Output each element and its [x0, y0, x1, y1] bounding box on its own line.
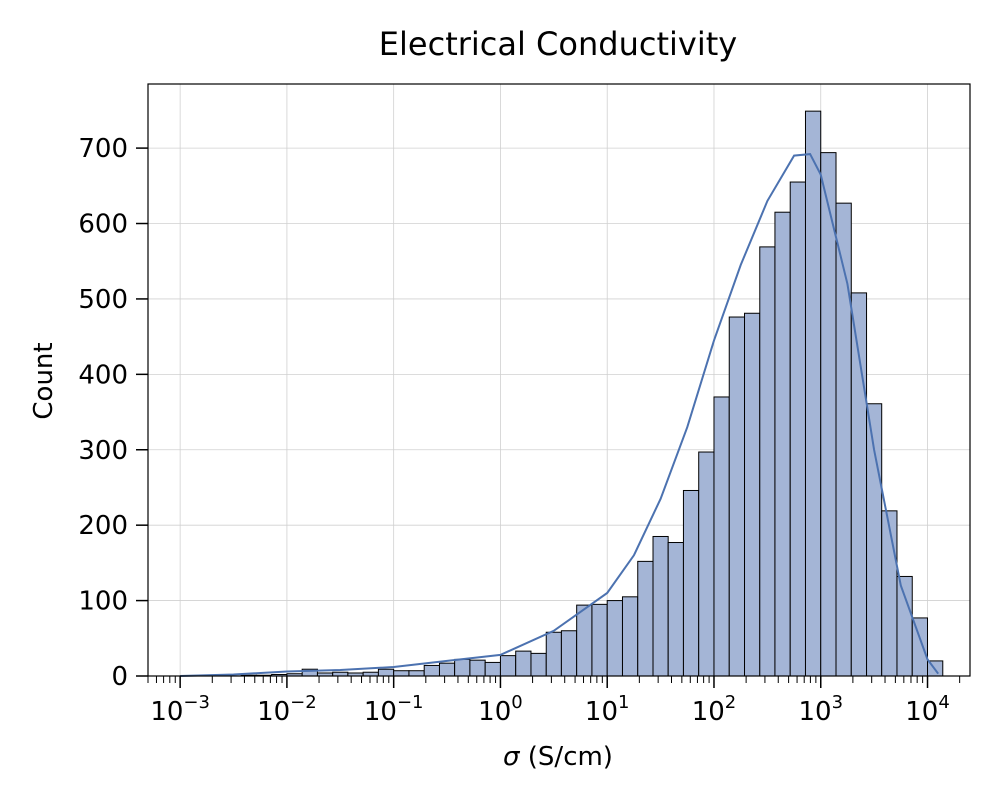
x-tick-exponent: 2: [725, 692, 736, 713]
x-tick-exponent: −3: [183, 692, 210, 713]
x-axis-symbol: σ: [503, 742, 521, 772]
histogram-bar: [652, 535, 669, 677]
histogram-bars: [240, 110, 944, 677]
kde-curve: [180, 153, 940, 677]
x-tick-label: 102: [692, 692, 737, 727]
histogram-bar: [606, 600, 623, 677]
x-tick-label: 10−3: [150, 692, 210, 727]
y-tick-label: 300: [78, 436, 128, 466]
histogram-bar: [621, 596, 639, 677]
histogram-bar: [835, 202, 852, 677]
histogram-bar: [759, 246, 776, 677]
histogram-bar: [728, 316, 746, 677]
histogram-bar: [484, 661, 501, 677]
histogram-bar: [393, 670, 410, 677]
x-axis-unit: (S/cm): [520, 742, 613, 772]
histogram-bar: [454, 658, 471, 677]
x-tick-exponent: −1: [397, 692, 424, 713]
y-tick-label: 600: [78, 210, 128, 240]
histogram-bar: [438, 662, 456, 677]
histogram-bar: [530, 652, 547, 677]
histogram-bar: [804, 110, 822, 677]
histogram-bar: [774, 211, 791, 677]
x-tick-base: 10: [478, 697, 511, 727]
histogram-bar: [911, 617, 929, 677]
x-axis: 10−3 10−2 10−1 100 101 102 103 104: [147, 676, 961, 727]
histogram-bar: [469, 659, 486, 677]
histogram-bar: [545, 631, 562, 677]
y-tick-label: 700: [78, 134, 128, 164]
x-tick-label: 103: [798, 692, 843, 727]
histogram-bar: [408, 670, 425, 677]
x-tick-base: 10: [585, 697, 618, 727]
x-tick-label: 101: [585, 692, 630, 727]
x-tick-base: 10: [692, 697, 725, 727]
x-tick-label: 10−2: [257, 692, 317, 727]
histogram-bar: [744, 312, 761, 677]
y-tick-label: 0: [111, 662, 128, 692]
histogram-bar: [637, 560, 654, 677]
histogram-bar: [377, 668, 395, 677]
histogram-bar: [896, 575, 913, 677]
histogram-bar: [667, 542, 684, 677]
x-tick-exponent: −2: [290, 692, 317, 713]
histogram-bar: [560, 630, 578, 677]
histogram-bar: [499, 655, 517, 677]
histogram-bar: [576, 604, 593, 677]
histogram-bar: [682, 489, 700, 677]
chart-title: Electrical Conductivity: [379, 25, 737, 63]
histogram-bar: [881, 510, 898, 677]
y-tick-label: 400: [78, 360, 128, 390]
x-tick-base: 10: [364, 697, 397, 727]
y-axis: 0 100 200 300 400 500 600 700: [78, 134, 148, 692]
x-tick-label: 100: [478, 692, 523, 727]
x-tick-exponent: 0: [511, 692, 522, 713]
x-tick-label: 10−1: [364, 692, 424, 727]
y-axis-label: Count: [29, 342, 59, 419]
x-axis-label: σ (S/cm): [503, 742, 613, 772]
y-tick-label: 500: [78, 285, 128, 315]
x-tick-base: 10: [257, 697, 290, 727]
x-tick-exponent: 3: [832, 692, 843, 713]
x-tick-base: 10: [905, 697, 938, 727]
x-tick-exponent: 1: [618, 692, 629, 713]
histogram-bar: [789, 181, 806, 677]
x-tick-base: 10: [150, 697, 183, 727]
y-tick-label: 200: [78, 511, 128, 541]
x-tick-base: 10: [798, 697, 831, 727]
histogram-bar: [515, 650, 532, 677]
histogram-bar: [698, 451, 715, 677]
y-tick-label: 100: [78, 587, 128, 617]
x-tick-label: 104: [905, 692, 950, 727]
histogram-bar: [713, 396, 730, 677]
histogram-bar: [423, 664, 440, 677]
plot-frame: [147, 83, 971, 677]
x-tick-exponent: 4: [938, 692, 949, 713]
histogram-bar: [591, 603, 608, 677]
